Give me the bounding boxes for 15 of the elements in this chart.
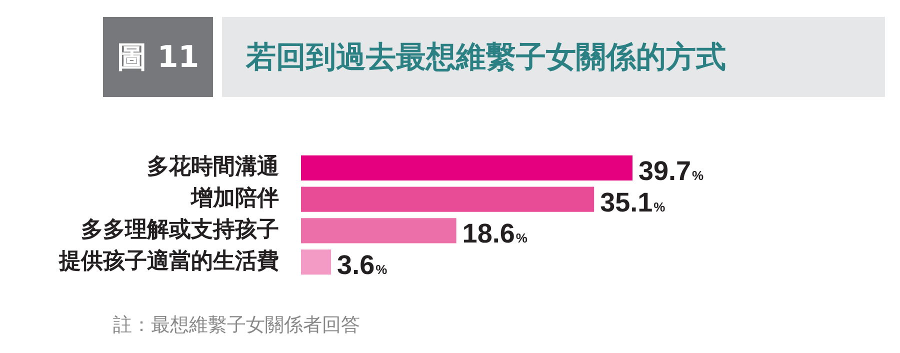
data-label: 18.6% <box>462 218 528 249</box>
data-label: 3.6% <box>337 250 388 280</box>
y-tick-label: 增加陪伴 <box>190 186 279 212</box>
bar <box>301 250 332 275</box>
y-tick-label: 提供孩子適當的生活費 <box>58 248 279 274</box>
caption: 圖 11 <box>103 17 213 97</box>
bar <box>301 186 594 212</box>
data-label: 39.7% <box>638 156 704 186</box>
chart-title: 若回到過去最想維繫子女關係的方式 <box>222 17 885 97</box>
bar <box>301 218 456 244</box>
data-label: 35.1% <box>600 187 666 218</box>
y-tick-label: 多多理解或支持孩子 <box>81 217 279 242</box>
text: 註：最想維繫子女關係者回答 <box>113 313 360 338</box>
y-tick-label: 多花時間溝通 <box>147 154 279 180</box>
bar <box>301 155 632 180</box>
